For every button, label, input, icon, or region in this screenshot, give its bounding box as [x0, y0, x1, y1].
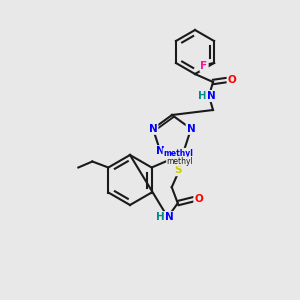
Text: O: O [194, 194, 203, 204]
Text: N: N [156, 146, 165, 156]
Text: S: S [174, 165, 182, 175]
Text: N: N [187, 124, 195, 134]
Text: methyl: methyl [167, 157, 194, 166]
Text: methyl: methyl [163, 149, 193, 158]
Text: O: O [228, 75, 236, 85]
Text: H: H [156, 212, 165, 222]
Text: H: H [198, 91, 206, 101]
Text: N: N [148, 124, 158, 134]
Text: F: F [200, 61, 208, 71]
Text: N: N [165, 212, 174, 222]
Text: N: N [207, 91, 215, 101]
